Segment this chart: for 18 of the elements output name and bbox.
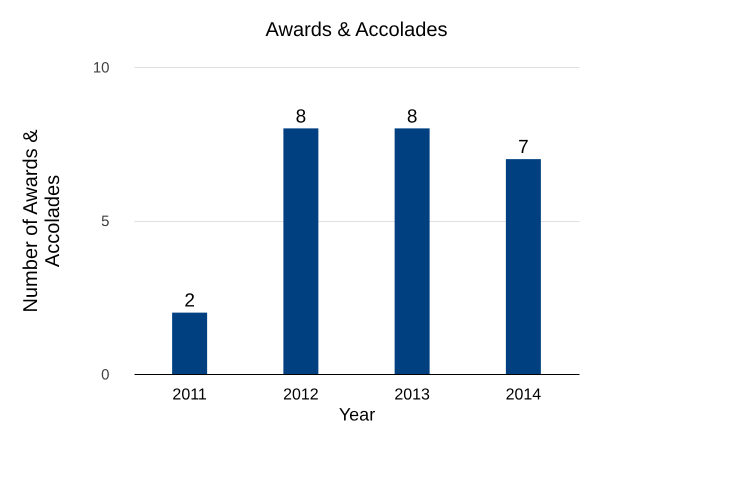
bar bbox=[506, 159, 541, 374]
bar bbox=[394, 128, 430, 374]
x-tick-label: 2011 bbox=[172, 386, 207, 404]
bar bbox=[283, 128, 318, 374]
y-tick-label: 5 bbox=[101, 213, 110, 230]
x-tick-label: 2013 bbox=[394, 386, 430, 404]
y-axis-title: Number of Awards & Accolades bbox=[20, 128, 64, 313]
data-label: 7 bbox=[518, 137, 529, 158]
chart-title: Awards & Accolades bbox=[266, 19, 448, 41]
x-tick-label: 2014 bbox=[506, 386, 542, 404]
data-label: 8 bbox=[406, 106, 418, 128]
bar bbox=[172, 312, 208, 374]
y-tick-label: 10 bbox=[92, 60, 110, 76]
data-label: 8 bbox=[296, 106, 306, 128]
x-tick-label: 2012 bbox=[283, 386, 319, 404]
data-label: 2 bbox=[184, 290, 195, 312]
y-tick-label: 0 bbox=[101, 366, 110, 384]
x-axis-title: Year bbox=[338, 404, 376, 424]
